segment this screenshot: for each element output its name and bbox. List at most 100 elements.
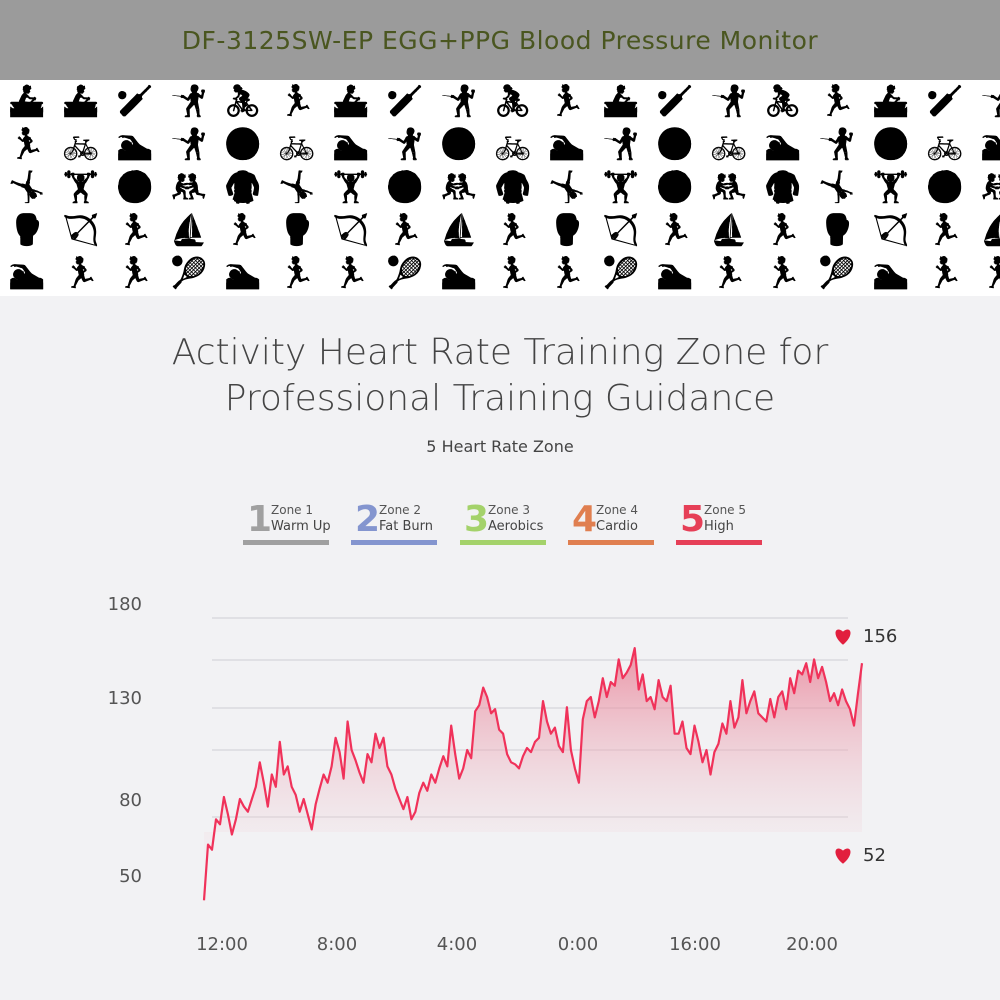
x-tick-label: 4:00 (437, 934, 477, 955)
marker-label: 52 (863, 845, 886, 866)
cycling-icon: 🚲 (494, 127, 532, 162)
tennis-icon: 🎾 (386, 256, 424, 291)
zone-legend-item: 3 Zone 3 Aerobics (460, 500, 546, 546)
runner-icon: 🏃 (818, 84, 856, 119)
swimming-icon: 🏊 (8, 256, 46, 291)
sprinting-icon: 🏃 (116, 256, 154, 291)
zone-name: Zone 4 (596, 503, 638, 517)
cycling-icon: 🚲 (926, 127, 964, 162)
cycling-race-icon: 🚴 (224, 84, 262, 119)
runner-icon: 🏃 (548, 84, 586, 119)
gymnastics-icon: 🤸 (818, 170, 856, 205)
cycling-icon: 🚲 (62, 127, 100, 162)
gymnastics-icon: 🤸 (548, 170, 586, 205)
fencing-icon: 🤺 (440, 84, 478, 119)
sailing-icon: ⛵ (980, 213, 1000, 248)
boxing-icon: 🥊 (548, 213, 586, 248)
icon-row: 🏃 🚲 🏊 🤺 ⚽ 🚲 🏊 🤺 ⚽ 🚲 🏊 🤺 ⚽ 🚲 🏊 🤺 ⚽ 🚲 🏊 (0, 125, 1000, 165)
zone-color-bar (676, 540, 762, 545)
diving-icon: 🏊 (332, 127, 370, 162)
sprinting-icon: 🏃 (764, 256, 802, 291)
x-tick-label: 16:00 (669, 934, 721, 955)
archery-icon: 🏹 (332, 213, 370, 248)
diving-icon: 🏊 (116, 127, 154, 162)
icon-row: 🤸 🏋 🏐 🤼 🥋 🤸 🏋 🏐 🤼 🥋 🤸 🏋 🏐 🤼 🥋 🤸 🏋 🏐 🤼 (0, 168, 1000, 208)
zone-description: High (704, 519, 734, 534)
zone-color-bar (568, 540, 654, 545)
x-tick-label: 20:00 (786, 934, 838, 955)
volleyball-icon: 🏐 (116, 170, 154, 205)
header-title: DF-3125SW-EP EGG+PPG Blood Pressure Moni… (181, 25, 819, 55)
tennis-icon: 🎾 (818, 256, 856, 291)
zone-color-bar (351, 540, 437, 545)
football-icon: ⚽ (440, 127, 478, 162)
heart-icon (835, 629, 851, 645)
x-tick-label: 8:00 (317, 934, 357, 955)
hurdles-icon: 🏃 (8, 127, 46, 162)
batting-icon: 🏏 (116, 84, 154, 119)
boxing-icon: 🥊 (278, 213, 316, 248)
fencing-icon: 🤺 (710, 84, 748, 119)
fencing-icon: 🤺 (170, 84, 208, 119)
zone-description: Warm Up (271, 519, 331, 534)
swimming-icon: 🏊 (224, 256, 262, 291)
judo-icon: 🥋 (224, 170, 262, 205)
rowing-icon: 🚣 (872, 84, 910, 119)
diving-icon: 🏊 (764, 127, 802, 162)
icon-row: 🚣 🚣 🏏 🤺 🚴 🏃 🚣 🏏 🤺 🚴 🏃 🚣 🏏 🤺 🚴 🏃 🚣 🏏 🤺 (0, 82, 1000, 122)
archery-icon: 🏹 (602, 213, 640, 248)
running-icon: 🏃 (278, 256, 316, 291)
cycling-icon: 🚲 (278, 127, 316, 162)
zone-legend-item: 4 Zone 4 Cardio (568, 500, 654, 546)
rowing-icon: 🚣 (8, 84, 46, 119)
min-hr-marker: 52 (835, 845, 886, 866)
zone-name: Zone 2 (379, 503, 421, 517)
zone-legend: 1 Zone 1 Warm Up 2 Zone 2 Fat Burn 3 Zone 3 Aero… (0, 500, 1000, 550)
running-icon: 🏃 (926, 256, 964, 291)
chart-title: Activity Heart Rate Training Zone for Pr… (0, 330, 1000, 422)
kicking-icon: 🏃 (224, 213, 262, 248)
y-axis: 180 130 80 50 (108, 594, 142, 887)
fencing-icon: 🤺 (602, 127, 640, 162)
football-icon: ⚽ (224, 127, 262, 162)
batting-icon: 🏏 (386, 84, 424, 119)
archery-icon: 🏹 (872, 213, 910, 248)
sailing-icon: ⛵ (440, 213, 478, 248)
volleyball-icon: 🏐 (656, 170, 694, 205)
rowing-icon: 🚣 (62, 84, 100, 119)
sprinting-icon: 🏃 (548, 256, 586, 291)
zone-number: 4 (572, 499, 598, 540)
zone-color-bar (243, 540, 329, 545)
icon-row: 🏊 🏃 🏃 🎾 🏊 🏃 🏃 🎾 🏊 🏃 🏃 🎾 🏊 🏃 🏃 🎾 🏊 🏃 🏃 (0, 254, 1000, 294)
diving-icon: 🏊 (548, 127, 586, 162)
weightlifting-icon: 🏋 (872, 170, 910, 205)
fencing-icon: 🤺 (170, 127, 208, 162)
zone-legend-item: 1 Zone 1 Warm Up (243, 500, 331, 546)
rowing-icon: 🚣 (602, 84, 640, 119)
running-icon: 🏃 (62, 256, 100, 291)
wrestling-icon: 🤼 (170, 170, 208, 205)
sports-icon-band: 🚣 🚣 🏏 🤺 🚴 🏃 🚣 🏏 🤺 🚴 🏃 🚣 🏏 🤺 🚴 🏃 🚣 🏏 🤺 🏃 🚲 🏊 🤺 ⚽ 🚲 🏊 🤺 ⚽ 🚲 🏊 🤺 ⚽ 🚲 🏊 🤺 ⚽ 🚲 🏊 🤸 🏋… (0, 80, 1000, 296)
wrestling-icon: 🤼 (710, 170, 748, 205)
chart-subtitle: 5 Heart Rate Zone (426, 437, 574, 456)
y-tick-label: 180 (108, 594, 142, 615)
diving-icon: 🏊 (980, 127, 1000, 162)
x-tick-label: 0:00 (558, 934, 598, 955)
rowing-icon: 🚣 (332, 84, 370, 119)
zone-name: Zone 1 (271, 503, 313, 517)
football-icon: ⚽ (656, 127, 694, 162)
x-axis: 12:00 8:00 4:00 0:00 16:00 20:00 (196, 934, 838, 955)
boxing-icon: 🥊 (8, 213, 46, 248)
zone-number: 5 (680, 499, 706, 540)
gymnastics-icon: 🤸 (278, 170, 316, 205)
hr-markers: 156 52 (835, 626, 897, 866)
swimming-icon: 🏊 (440, 256, 478, 291)
zone-description: Aerobics (488, 519, 544, 534)
football-icon: ⚽ (872, 127, 910, 162)
heart-rate-chart: 180 130 80 50 12:00 8:00 4:00 0:00 16:00 20:00 1… (108, 594, 898, 955)
zone-number: 3 (464, 499, 490, 540)
chart-title-line-2: Professional Training Guidance (224, 378, 776, 419)
cycling-race-icon: 🚴 (764, 84, 802, 119)
running-icon: 🏃 (926, 213, 964, 248)
running-icon: 🏃 (656, 213, 694, 248)
